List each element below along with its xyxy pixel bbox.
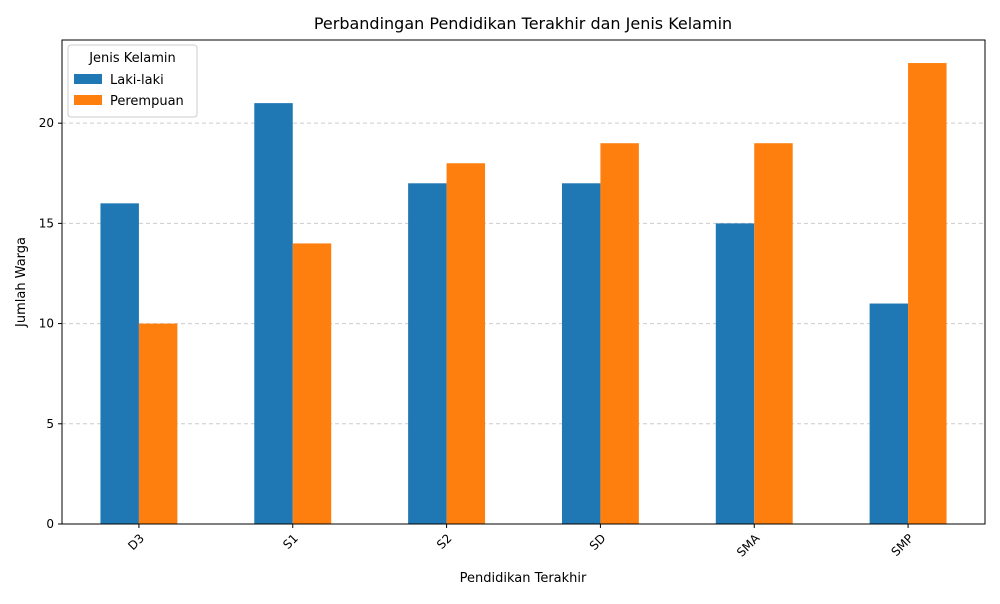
bar-perempuan-s2 [446,163,486,525]
bar-laki-laki-sd [561,183,601,524]
bars-group [100,63,947,525]
bar-laki-laki-s1 [254,103,293,524]
y-axis: 0 5 10 15 20 [39,116,62,531]
x-tick-label: SMP [888,531,916,559]
legend-label: Laki-laki [110,73,164,88]
x-tick-label: S1 [280,531,301,552]
bar-laki-laki-s2 [408,183,447,524]
bar-laki-laki-smp [869,303,909,524]
bar-perempuan-s1 [292,243,332,524]
x-axis-label: Pendidikan Terakhir [460,571,587,586]
legend-title: Jenis Kelamin [88,51,176,66]
bar-perempuan-sma [754,143,793,524]
bar-perempuan-sd [600,143,639,524]
legend: Jenis Kelamin Laki-laki Perempuan [67,44,198,118]
y-axis-label: Jumlah Warga [14,237,29,328]
plot-frame [61,39,986,525]
legend-label: Perempuan [110,94,184,109]
y-tick-label: 5 [46,417,54,431]
x-tick-label: D3 [125,531,147,553]
y-tick-label: 10 [39,317,54,331]
x-axis: D3 S1 S2 SD SMA SMP [125,524,916,560]
x-tick-label: SD [587,531,609,553]
y-tick-label: 20 [39,116,54,130]
y-tick-label: 0 [46,517,54,531]
bar-laki-laki-d3 [100,203,139,525]
x-tick-label: S2 [434,531,455,552]
y-gridlines [62,122,985,425]
bar-perempuan-d3 [138,323,178,524]
bar-perempuan-smp [908,63,947,525]
chart-title: Perbandingan Pendidikan Terakhir dan Jen… [314,14,732,33]
x-tick-label: SMA [734,531,763,560]
legend-swatch [74,95,102,105]
y-tick-label: 15 [39,216,54,230]
legend-swatch [74,74,102,84]
bar-laki-laki-sma [715,223,755,524]
